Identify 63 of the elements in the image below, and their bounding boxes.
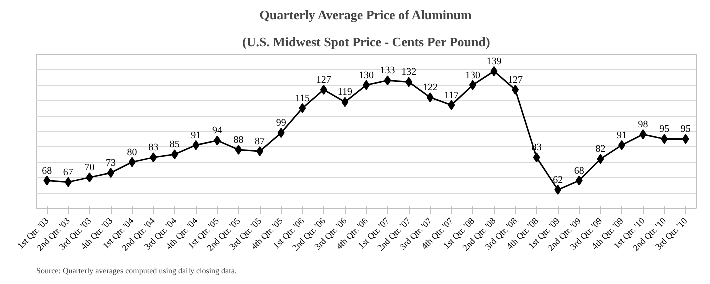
data-label: 119 (338, 87, 353, 98)
point (150, 152, 158, 163)
data-label: 85 (170, 140, 180, 151)
point (342, 97, 349, 108)
point (256, 146, 264, 157)
point (278, 128, 285, 138)
data-label: 67 (63, 167, 74, 178)
data-label: 62 (553, 175, 564, 186)
point (512, 84, 520, 95)
data-label: 68 (574, 166, 584, 177)
data-label: 83 (148, 142, 159, 154)
data-label: 130 (359, 70, 374, 82)
point (618, 140, 626, 150)
data-label: 82 (596, 144, 606, 156)
point (554, 185, 562, 196)
point (533, 152, 540, 163)
data-label: 73 (106, 158, 116, 170)
point (384, 76, 392, 86)
point (448, 100, 456, 110)
point (44, 176, 51, 186)
point (128, 157, 136, 168)
point (192, 140, 200, 150)
point (490, 66, 498, 76)
data-label: 88 (234, 134, 244, 146)
point (661, 134, 668, 144)
point (426, 92, 434, 103)
point (86, 172, 94, 183)
data-label: 117 (444, 90, 459, 102)
data-label: 133 (380, 66, 396, 77)
data-label: 99 (276, 118, 286, 130)
data-label: 127 (316, 74, 332, 86)
chart-title: Quarterly Average Price of Aluminum (260, 8, 472, 22)
data-label: 70 (84, 162, 95, 174)
data-label: 139 (486, 56, 502, 68)
data-label: 95 (680, 124, 691, 136)
data-label: 132 (402, 67, 417, 78)
source-note: Source: Quarterly averages computed using daily closing data. (36, 266, 237, 276)
data-label: 91 (191, 130, 202, 142)
point (640, 130, 647, 140)
point (235, 144, 242, 155)
point (171, 150, 178, 160)
data-label: 95 (660, 124, 670, 136)
chart-subtitle: (U.S. Midwest Spot Price - Cents Per Pound) (242, 34, 490, 50)
data-label: 87 (255, 136, 266, 148)
point (406, 77, 413, 88)
point (108, 168, 115, 178)
data-label: 68 (42, 166, 52, 177)
data-label: 91 (616, 130, 627, 142)
data-label: 130 (465, 70, 480, 82)
data-label: 80 (127, 147, 138, 158)
point (64, 177, 72, 188)
point (299, 103, 306, 114)
point (597, 154, 604, 164)
point (320, 84, 328, 95)
data-label: 122 (422, 82, 438, 94)
point (469, 80, 476, 90)
point (682, 134, 690, 144)
data-label: 115 (295, 93, 310, 104)
point (576, 176, 583, 186)
data-label: 94 (212, 126, 222, 137)
data-label: 98 (638, 120, 648, 131)
data-label: 127 (508, 74, 524, 86)
point (214, 136, 221, 146)
